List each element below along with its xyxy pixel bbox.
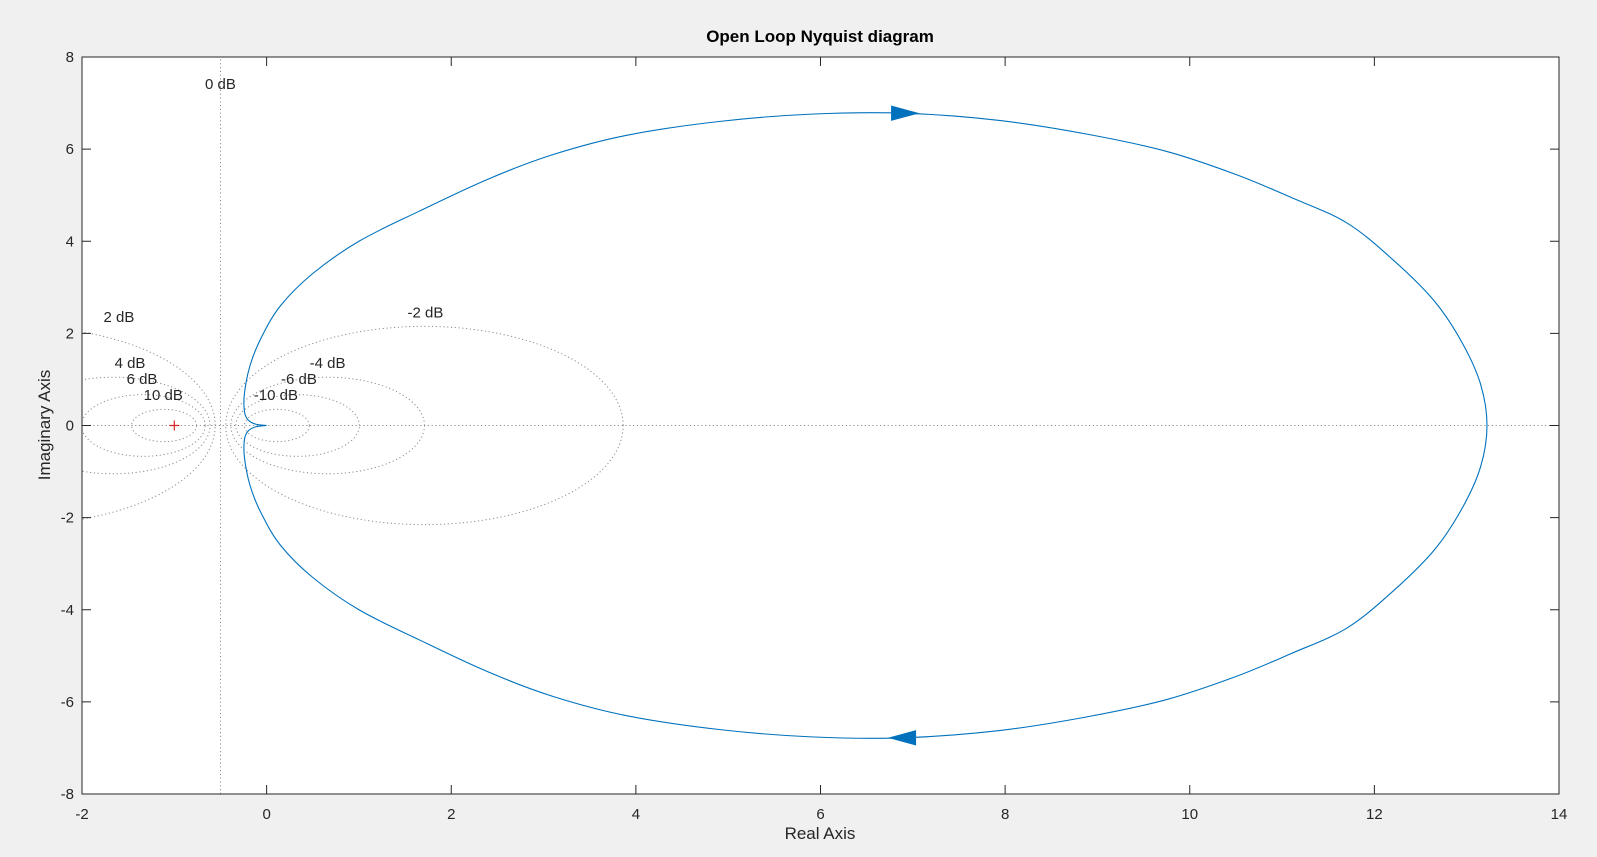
y-tick-label: -8 [61,786,74,803]
x-tick-label: 6 [816,806,824,823]
m-circle-label: 4 dB [115,355,146,372]
x-tick-label: 8 [1001,806,1009,823]
m-circle-4db [82,376,211,475]
y-tick-label: -4 [61,602,74,619]
m-circle-2db [82,331,216,520]
m-circle-label: 2 dB [103,309,134,326]
m-circle-label: -6 dB [281,371,317,388]
y-tick-label: 0 [66,418,74,435]
m-circle-10db [131,408,197,443]
x-tick-label: 4 [632,806,640,823]
m-circle-neg6db [235,394,360,457]
axes-ticks: -2 0 2 4 6 8 10 12 14 -8 -6 -4 -2 0 2 4 6 8 [61,49,1568,823]
m-circle-label: 0 dB [205,76,236,93]
x-tick-label: 12 [1366,806,1383,823]
direction-arrow [887,730,917,746]
m-circle-grid [81,57,1559,794]
m-circle-label: 6 dB [127,371,158,388]
y-axis-title: Imaginary Axis [35,370,54,481]
m-circle-label: -4 dB [310,355,346,372]
m-circle-neg10db [243,408,310,443]
critical-point-marker [169,420,180,431]
x-tick-label: 0 [262,806,270,823]
x-axis-title: Real Axis [785,824,856,843]
nyquist-curve [243,112,1488,739]
y-tick-label: 8 [66,49,74,66]
y-tick-label: 6 [66,141,74,158]
m-circle-label: 10 dB [144,387,183,404]
y-tick-label: -6 [61,694,74,711]
x-tick-label: 2 [447,806,455,823]
plot-area [82,57,1559,794]
direction-arrow [891,105,920,121]
x-tick-label: 14 [1551,806,1568,823]
y-tick-label: 4 [66,233,74,250]
m-circle-label: -2 dB [407,304,443,321]
y-tick-label: 2 [66,325,74,342]
chart-title: Open Loop Nyquist diagram [706,27,934,46]
m-circle-label: -10 dB [254,387,298,404]
y-tick-label: -2 [61,510,74,527]
nyquist-curve-group [243,105,1488,746]
x-tick-label: -2 [75,806,88,823]
x-tick-label: 10 [1181,806,1198,823]
